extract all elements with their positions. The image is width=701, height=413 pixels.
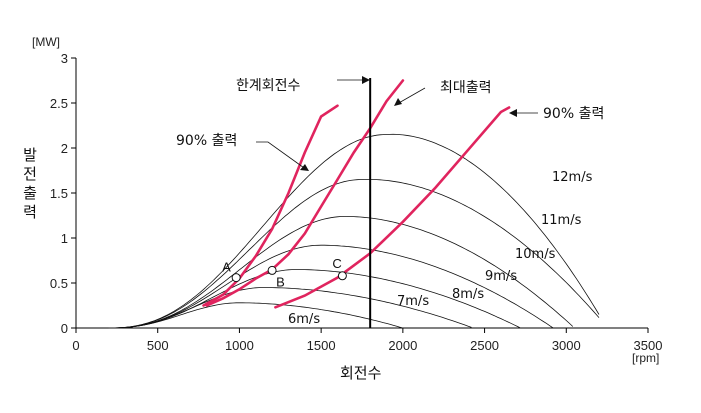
wind-curve-12m/s <box>108 133 600 329</box>
wind-curve-10m/s <box>108 215 574 329</box>
red-curve-max <box>205 79 405 307</box>
wind-curve-11m/s <box>108 178 600 329</box>
wind-label: 6m/s <box>288 312 320 327</box>
y-unit: [MW] <box>32 35 60 49</box>
x-axis-label: 회전수 <box>340 364 381 382</box>
y-tick-label: 1 <box>61 231 68 246</box>
point-label: A <box>222 260 231 275</box>
y-tick-label: 1.5 <box>50 186 68 201</box>
y-tick-label: 0 <box>61 321 68 336</box>
x-tick-label: 1500 <box>307 338 336 353</box>
point-A <box>231 273 241 283</box>
x-tick-label: 3500 <box>634 338 663 353</box>
wind-label: 9m/s <box>485 269 517 284</box>
x-tick-label: 1000 <box>225 338 254 353</box>
right-90-label: 90% 출력 <box>543 106 604 122</box>
x-tick-label: 0 <box>72 338 79 353</box>
point-label: B <box>276 274 285 289</box>
left-90-label: 90% 출력 <box>176 133 237 149</box>
limit-arrowhead <box>362 76 370 84</box>
max-arrowhead <box>394 98 402 106</box>
y-tick-label: 2 <box>61 141 68 156</box>
right-90-arrowhead <box>509 109 517 117</box>
wind-curve-9m/s <box>108 244 554 329</box>
left-90-arrowhead <box>300 164 309 171</box>
wind-curves <box>108 133 600 329</box>
max-arrow <box>396 87 426 105</box>
x-tick-label: 2500 <box>470 338 499 353</box>
point-label: C <box>332 256 341 271</box>
x-unit: [rpm] <box>632 351 659 365</box>
wind-label: 10m/s <box>515 247 556 262</box>
red-curve-right-90 <box>274 106 511 309</box>
point-C <box>337 271 347 281</box>
y-tick-label: 2.5 <box>50 96 68 111</box>
y-ticks: 0 0.5 1 1.5 2 2.5 3 <box>50 51 76 336</box>
point-B <box>267 265 277 275</box>
limit-label: 한계회전수 <box>236 78 301 94</box>
wind-curve-8m/s <box>108 269 521 329</box>
x-tick-label: 3000 <box>552 338 581 353</box>
y-tick-label: 3 <box>61 51 68 66</box>
max-label: 최대출력 <box>440 80 492 96</box>
wind-label: 8m/s <box>452 287 484 302</box>
x-tick-label: 500 <box>147 338 169 353</box>
wind-label: 7m/s <box>397 294 429 309</box>
wind-label: 12m/s <box>552 170 593 185</box>
y-tick-label: 0.5 <box>50 276 68 291</box>
left-90-arrow <box>256 141 308 171</box>
wind-label: 11m/s <box>541 213 582 228</box>
red-curve-left-90 <box>202 104 339 307</box>
x-ticks: 0 500 1000 1500 2000 2500 3000 3500 <box>72 328 662 353</box>
wind-curve-6m/s <box>108 302 404 329</box>
x-tick-label: 2000 <box>388 338 417 353</box>
red-curves <box>202 79 511 309</box>
wind-labels: 6m/s 7m/s 8m/s9m/s 10m/s 11m/s 12m/s <box>288 170 593 327</box>
operating-points: A B C <box>222 256 347 289</box>
